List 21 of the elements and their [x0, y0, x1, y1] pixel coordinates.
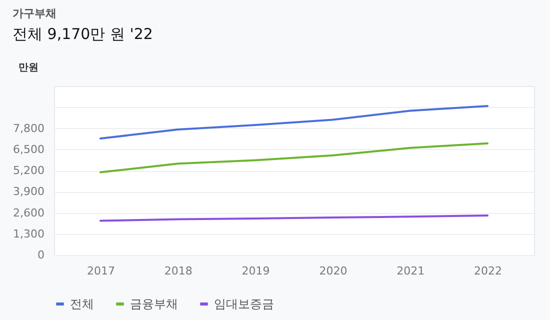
- chart-title: 가구부채: [12, 7, 57, 20]
- x-tick-label: 2021: [396, 264, 425, 278]
- y-tick-label: 7,800: [13, 122, 44, 135]
- x-tick-label: 2020: [319, 264, 348, 278]
- y-tick-label: 0: [38, 248, 44, 262]
- legend-label: 전체: [70, 297, 94, 311]
- y-tick-label: 6,500: [13, 142, 44, 156]
- x-tick-label: 2017: [86, 264, 115, 278]
- y-tick-label: 1,300: [13, 227, 44, 240]
- y-tick-label: 2,600: [13, 206, 44, 220]
- line-series: [99, 104, 489, 140]
- x-tick-label: 2018: [164, 264, 192, 278]
- legend-label: 금융부채: [130, 297, 178, 311]
- y-tick-label: 3,900: [13, 185, 44, 198]
- legend-label: 임대보증금: [214, 297, 274, 311]
- line-series: [99, 142, 489, 174]
- x-tick-label: 2022: [474, 264, 502, 278]
- x-tick-label: 2019: [242, 264, 270, 278]
- y-tick-label: 5,200: [13, 164, 44, 177]
- chart-subtitle: 전체 9,170만 원 '22: [12, 25, 153, 43]
- y-axis-title: 만원: [18, 62, 38, 74]
